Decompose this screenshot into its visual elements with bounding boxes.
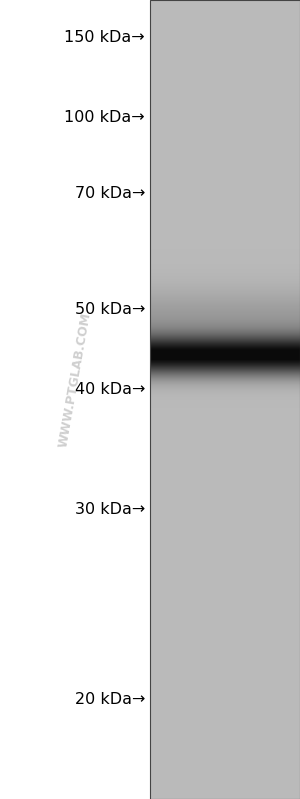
Text: 150 kDa→: 150 kDa→ — [64, 30, 145, 46]
Bar — [150, 0, 300, 799]
Text: 40 kDa→: 40 kDa→ — [75, 383, 145, 397]
Text: 100 kDa→: 100 kDa→ — [64, 110, 145, 125]
Text: 70 kDa→: 70 kDa→ — [75, 186, 145, 201]
Text: 20 kDa→: 20 kDa→ — [75, 693, 145, 707]
Text: 50 kDa→: 50 kDa→ — [75, 303, 145, 317]
Text: 30 kDa→: 30 kDa→ — [75, 503, 145, 518]
Text: WWW.PTGLAB.COM: WWW.PTGLAB.COM — [57, 312, 93, 448]
